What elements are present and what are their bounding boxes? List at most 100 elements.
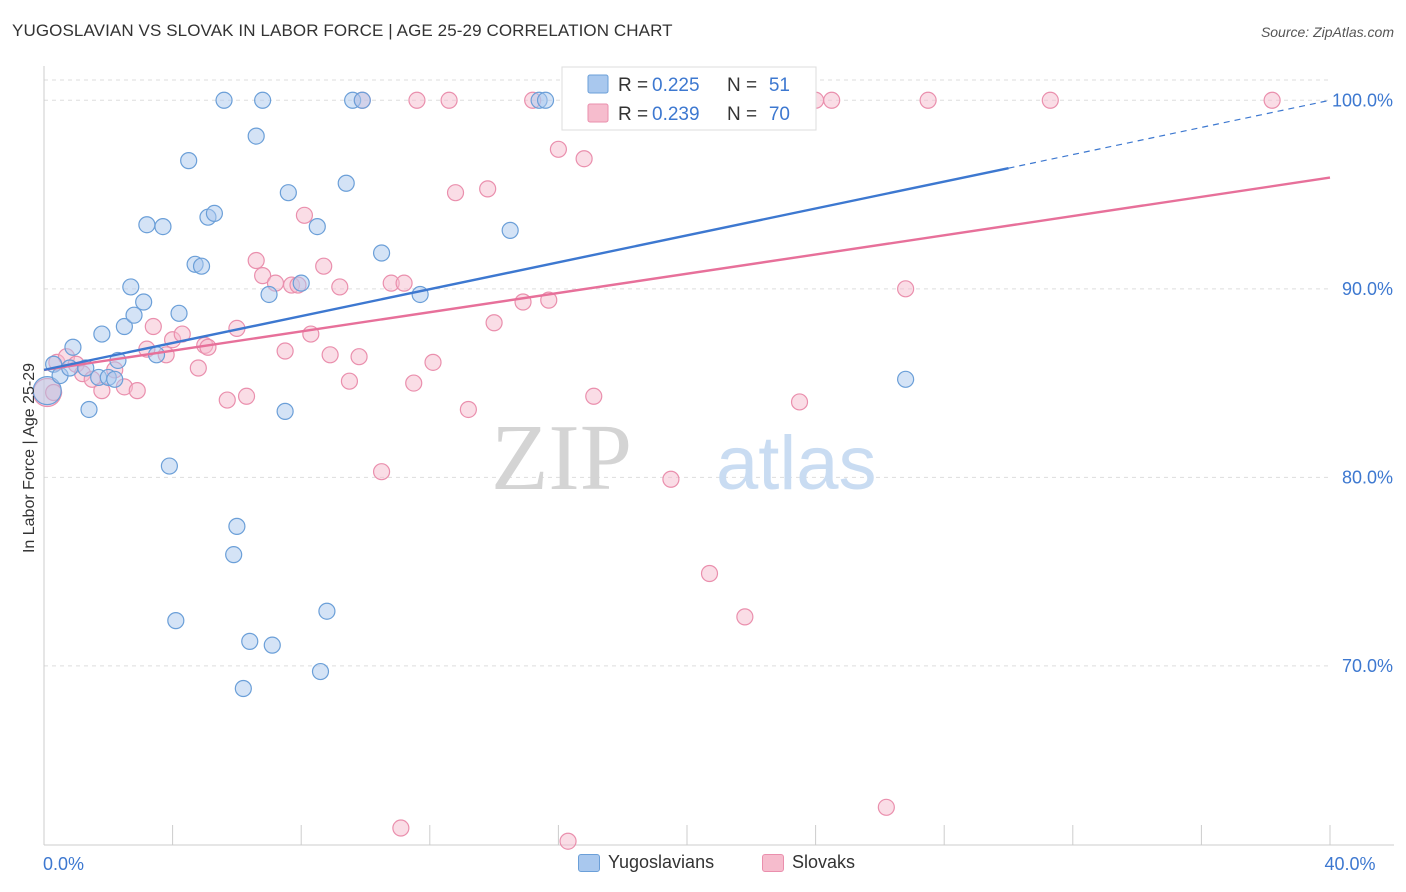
yugoslavians-point	[276, 402, 294, 420]
slovaks-point	[254, 267, 272, 285]
yugoslavians-point	[205, 204, 223, 223]
slovaks-point	[331, 278, 349, 296]
yugoslavians-point	[138, 216, 156, 234]
legend-item-yugoslavians[interactable]: Yugoslavians	[578, 852, 714, 873]
yugoslavians-point	[308, 218, 326, 236]
watermark: ZIP atlas	[491, 406, 877, 510]
y-axis-label: In Labor Force | Age 25-29	[21, 363, 38, 553]
chart-title: YUGOSLAVIAN VS SLOVAK IN LABOR FORCE | A…	[12, 21, 673, 40]
yugoslavians-point	[263, 636, 281, 654]
slovaks-point	[315, 257, 333, 275]
slovaks-point	[877, 798, 895, 816]
slovaks-point	[549, 140, 568, 158]
yugoslavians-point	[501, 221, 519, 239]
slovaks-point	[1041, 91, 1059, 109]
slovaks-point	[424, 353, 442, 371]
yugoslavians-point	[311, 662, 330, 681]
slovaks-point	[575, 150, 593, 168]
slovaks-point	[321, 346, 339, 364]
yugoslavians-point	[337, 174, 355, 192]
legend-n-value: 70	[769, 104, 790, 125]
trend-lines	[43, 99, 1331, 372]
yugoslavians-point	[167, 612, 185, 630]
slovaks-point	[559, 832, 577, 850]
slovaks-point	[218, 391, 236, 409]
y-tick-label: 90.0%	[1342, 279, 1393, 299]
slovaks-point	[189, 359, 207, 377]
legend-r-value: 0.239	[652, 104, 700, 125]
y-tick-label: 80.0%	[1342, 467, 1393, 487]
legend-n-label: N =	[727, 75, 757, 96]
legend-r-value: 0.225	[652, 75, 700, 96]
legend-label: Slovaks	[792, 852, 856, 872]
slovaks-point	[128, 382, 146, 400]
slovaks-point	[395, 274, 413, 292]
yugoslavians-point	[254, 91, 272, 109]
yugoslavians-point	[122, 278, 140, 296]
slovaks-point	[408, 91, 426, 109]
slovaks-trend-line	[43, 176, 1331, 372]
yugoslavians-point	[234, 679, 252, 698]
y-tick-label: 70.0%	[1342, 656, 1393, 676]
slovaks-point	[237, 387, 256, 405]
axis-layer: 70.0% 80.0% 90.0% 100.0% 0.0% 40.0%	[43, 66, 1394, 874]
slovaks-point	[790, 393, 809, 411]
yugoslavians-point	[279, 184, 297, 202]
x-tick-label: 40.0%	[1324, 854, 1375, 874]
yugoslavians-point	[260, 285, 278, 304]
legend-r-label: R =	[618, 75, 648, 96]
yugoslavians-point	[180, 152, 198, 170]
yugoslavians-point	[154, 218, 172, 236]
yugoslavians-point	[115, 317, 133, 336]
slovaks-point	[440, 91, 458, 109]
yugoslavians-point	[225, 546, 243, 564]
legend-n-value: 51	[769, 75, 790, 96]
slovaks-point	[897, 280, 915, 298]
legend-top: R = 0.225 N = 51 R = 0.239 N = 70	[561, 66, 817, 131]
x-tick-label: 0.0%	[43, 854, 84, 874]
yugoslavians-point	[64, 338, 82, 356]
yugoslavians-point	[228, 517, 246, 535]
slovaks-point	[276, 342, 294, 360]
source-label: Source: ZipAtlas.com	[1260, 24, 1394, 40]
yugoslavians-point	[353, 91, 371, 109]
yugoslavians-point	[125, 306, 143, 324]
legend-bottom: Yugoslavians Slovaks	[0, 852, 1406, 876]
legend-swatch-slovaks	[587, 103, 609, 123]
yugoslavians-point	[135, 293, 153, 311]
slovaks-point	[446, 184, 465, 202]
yugoslavians-trend-line	[43, 166, 1009, 372]
slovaks-point	[485, 314, 503, 332]
slovaks-point	[459, 400, 477, 419]
slovaks-point	[823, 91, 841, 109]
yugoslavians-trend-extension	[1008, 99, 1331, 169]
yugoslavians-point	[292, 274, 310, 292]
yugoslavians-point	[32, 376, 62, 406]
slovaks-point	[340, 372, 359, 390]
yugoslavians-point	[192, 257, 211, 275]
legend-swatch-yugoslavians	[587, 74, 609, 94]
legend-n-label: N =	[727, 104, 757, 125]
slovaks-point	[1263, 91, 1281, 109]
slovaks-point	[144, 317, 162, 336]
legend-r-label: R =	[618, 104, 648, 125]
slovaks-point	[919, 91, 937, 109]
slovaks-point	[405, 374, 423, 392]
yugoslavians-point	[160, 457, 178, 475]
slovaks-point	[585, 387, 603, 405]
yugoslavians-point	[170, 304, 188, 322]
yugoslavians-point	[93, 325, 111, 343]
slovaks-point	[372, 463, 391, 481]
yugoslavians-point	[372, 244, 391, 262]
grid-layer	[44, 79, 1330, 667]
slovaks-point	[700, 564, 719, 583]
slovaks-point	[392, 819, 410, 837]
watermark-zip: ZIP	[491, 406, 632, 510]
legend-item-slovaks[interactable]: Slovaks	[762, 852, 855, 873]
yugoslavians-point	[215, 91, 233, 109]
yugoslavians-point	[106, 370, 124, 388]
yugoslavians-point	[536, 91, 555, 109]
slovaks-point	[350, 348, 368, 366]
series-yugoslavians-points	[32, 91, 915, 698]
